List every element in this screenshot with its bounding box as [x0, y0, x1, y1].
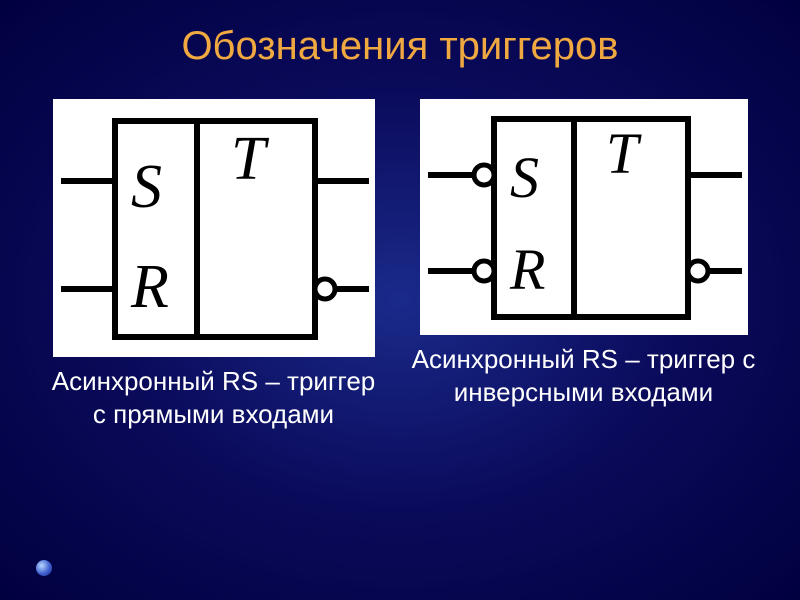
svg-text:T: T	[231, 125, 270, 193]
page-title: Обозначения триггеров	[0, 0, 800, 69]
diagram-direct: SRT	[53, 99, 375, 357]
svg-text:R: R	[509, 237, 545, 302]
caption-direct: Асинхронный RS – триггер с прямыми входа…	[43, 365, 385, 430]
trigger-symbol: SRT	[53, 99, 375, 357]
trigger-symbol: SRT	[420, 99, 748, 335]
svg-text:T: T	[606, 121, 642, 186]
diagram-inverse: SRT	[420, 99, 748, 335]
caption-inverse: Асинхронный RS – триггер с инверсными вх…	[410, 343, 758, 408]
svg-text:S: S	[131, 153, 162, 221]
bullet-marker	[36, 560, 52, 576]
svg-text:R: R	[130, 253, 169, 321]
panel-inverse-inputs: SRT Асинхронный RS – триггер с инверсным…	[410, 99, 758, 430]
svg-text:S: S	[510, 145, 539, 210]
panels-container: SRT Асинхронный RS – триггер с прямыми в…	[0, 99, 800, 430]
panel-direct-inputs: SRT Асинхронный RS – триггер с прямыми в…	[43, 99, 385, 430]
